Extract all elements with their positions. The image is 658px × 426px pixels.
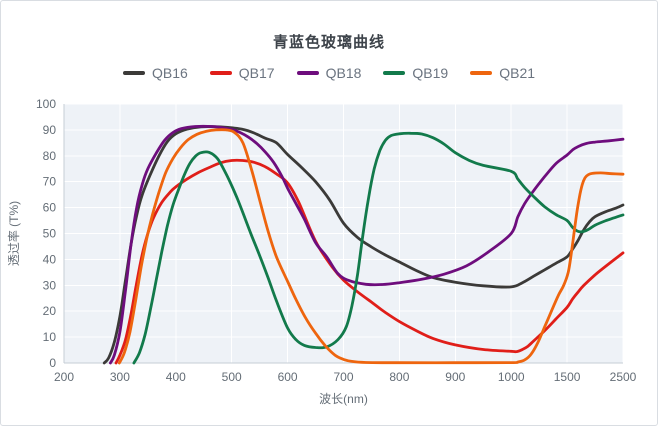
y-tick-label: 10 [43, 330, 57, 344]
legend-label: QB17 [238, 65, 275, 81]
x-tick-label: 1500 [554, 370, 581, 384]
gridlines [63, 103, 624, 364]
series-line-QB21 [117, 128, 625, 365]
legend-label: QB21 [499, 65, 536, 81]
y-tick-label: 70 [43, 175, 57, 189]
x-tick-label: 800 [389, 370, 409, 384]
series-line-QB18 [109, 124, 625, 365]
legend: QB16 QB17 QB18 QB19 QB21 [1, 65, 657, 81]
legend-dash-icon [122, 71, 145, 75]
y-tick-label: 40 [43, 252, 57, 266]
x-tick-label: 700 [333, 370, 353, 384]
y-tick-label: 0 [49, 356, 56, 370]
chart-title: 青蓝色玻璃曲线 [272, 34, 385, 51]
x-tick-label: 900 [445, 370, 465, 384]
y-tick-label: 90 [43, 123, 57, 137]
x-tick-label: 200 [54, 370, 74, 384]
legend-label: QB18 [325, 65, 362, 81]
legend-dash-icon [209, 71, 232, 75]
y-tick-label: 30 [43, 278, 57, 292]
legend-label: QB19 [412, 65, 449, 81]
y-tick-label: 50 [43, 227, 57, 241]
y-axis-title: 透过率 (T%) [6, 201, 21, 266]
x-tick-label: 600 [278, 370, 298, 384]
legend-item-QB19[interactable]: QB19 [383, 65, 448, 81]
series-lines [102, 124, 625, 365]
x-tick-label: 500 [222, 370, 242, 384]
series-line-QB19 [132, 131, 625, 365]
legend-item-QB18[interactable]: QB18 [296, 65, 362, 81]
legend-label: QB16 [151, 65, 188, 81]
y-tick-label: 20 [43, 304, 57, 318]
x-tick-label: 1000 [498, 370, 525, 384]
legend-item-QB21[interactable]: QB21 [470, 65, 535, 81]
legend-dash-icon [383, 71, 406, 75]
legend-dash-icon [470, 71, 493, 75]
x-axis-title: 波长(nm) [319, 392, 368, 406]
x-tick-label: 2500 [610, 370, 637, 384]
legend-dash-icon [296, 71, 319, 75]
x-tick-label: 300 [110, 370, 130, 384]
axes [63, 104, 623, 364]
legend-item-QB17[interactable]: QB17 [209, 65, 275, 81]
series-line-QB16 [102, 125, 625, 365]
legend-item-QB16[interactable]: QB16 [122, 65, 188, 81]
x-tick-label: 400 [166, 370, 186, 384]
y-tick-label: 60 [43, 201, 57, 215]
y-tick-label: 80 [43, 149, 57, 163]
y-tick-label: 100 [36, 97, 56, 111]
